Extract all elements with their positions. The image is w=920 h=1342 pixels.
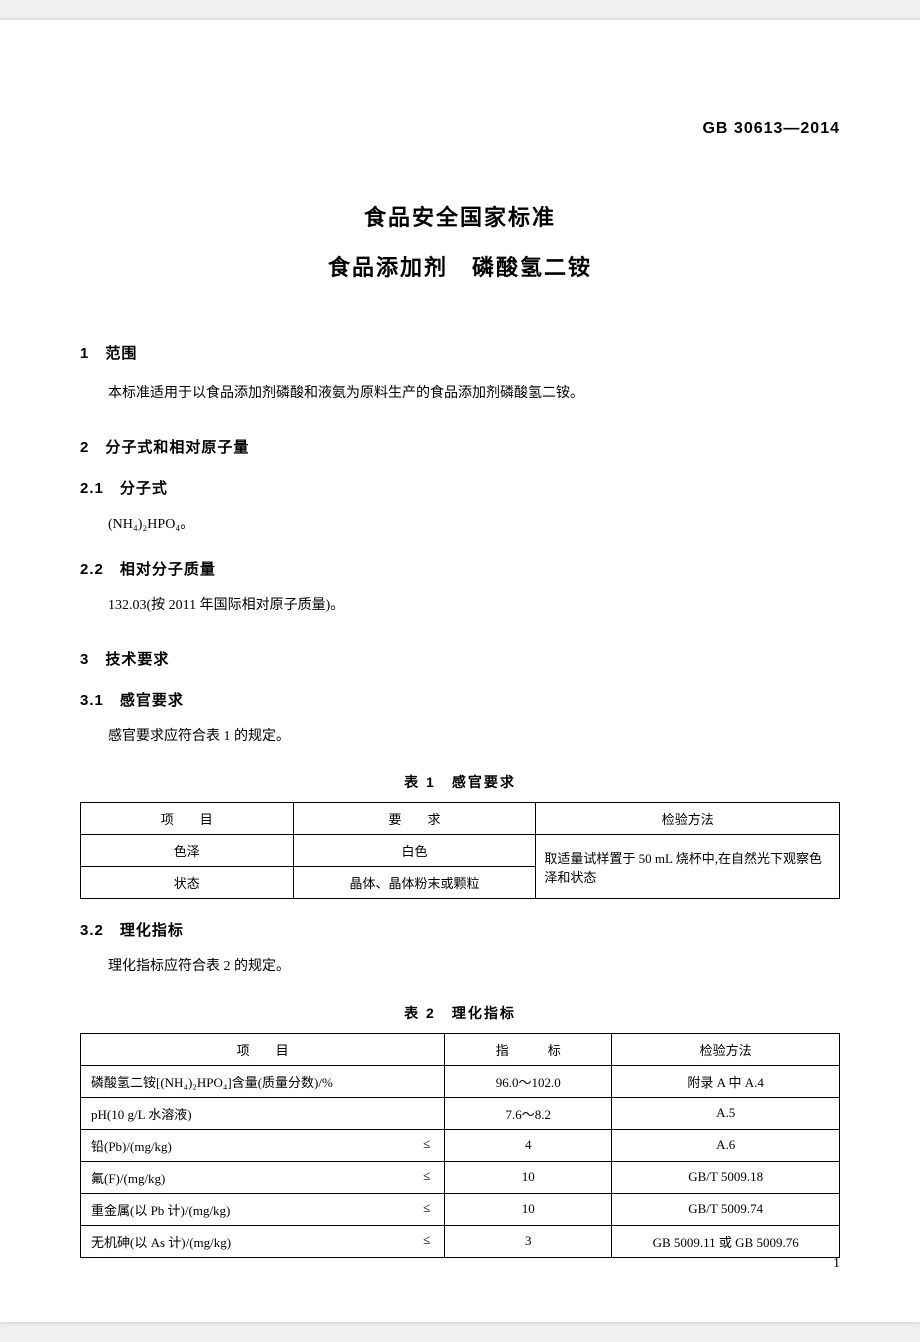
table-1-r1-item: 色泽 — [81, 835, 294, 867]
section-1-heading: 1 范围 — [80, 342, 840, 363]
table-2-row-value: 10 — [445, 1193, 612, 1225]
table-1-r1-req: 白色 — [293, 835, 536, 867]
table-2-head-2: 指 标 — [445, 1033, 612, 1065]
table-2-row-value: 96.0～102.0 — [445, 1065, 612, 1097]
section-3-1-heading: 3.1 感官要求 — [80, 689, 840, 710]
table-1-r2-item: 状态 — [81, 867, 294, 899]
table-2-row-item: 磷酸氢二铵[(NH₄)₂HPO₄]含量(质量分数)/% — [81, 1065, 445, 1097]
table-2-row-method: GB/T 5009.74 — [612, 1193, 840, 1225]
section-2-2-body: 132.03(按 2011 年国际相对原子质量)。 — [80, 593, 840, 620]
table-1: 项 目 要 求 检验方法 色泽 白色 取适量试样置于 50 mL 烧杯中,在自然… — [80, 802, 840, 899]
section-3-2-body: 理化指标应符合表 2 的规定。 — [80, 954, 840, 981]
table-2-row-value: 3 — [445, 1225, 612, 1257]
section-1-body: 本标准适用于以食品添加剂磷酸和液氨为原料生产的食品添加剂磷酸氢二铵。 — [80, 381, 840, 408]
sub-title-b: 磷酸氢二铵 — [472, 255, 592, 280]
table-2-row-item: 氟(F)/(mg/kg)≤ — [81, 1161, 445, 1193]
table-2-row-item: 重金属(以 Pb 计)/(mg/kg)≤ — [81, 1193, 445, 1225]
table-2-caption: 表 2 理化指标 — [80, 1003, 840, 1023]
table-2-head-1: 项 目 — [81, 1033, 445, 1065]
table-2-row-method: GB 5009.11 或 GB 5009.76 — [612, 1225, 840, 1257]
main-title: 食品安全国家标准 — [80, 200, 840, 232]
table-1-head-3: 检验方法 — [536, 803, 840, 835]
table-2-head-3: 检验方法 — [612, 1033, 840, 1065]
table-2-row-method: A.5 — [612, 1097, 840, 1129]
table-2-row-value: 7.6～8.2 — [445, 1097, 612, 1129]
document-page: GB 30613—2014 食品安全国家标准 食品添加剂磷酸氢二铵 1 范围 本… — [0, 20, 920, 1322]
section-3-1-body: 感官要求应符合表 1 的规定。 — [80, 724, 840, 751]
section-3-2-heading: 3.2 理化指标 — [80, 919, 840, 940]
table-2-row-item: 铅(Pb)/(mg/kg)≤ — [81, 1129, 445, 1161]
section-2-2-heading: 2.2 相对分子质量 — [80, 558, 840, 579]
table-1-r2-req: 晶体、晶体粉末或颗粒 — [293, 867, 536, 899]
table-1-method: 取适量试样置于 50 mL 烧杯中,在自然光下观察色泽和状态 — [536, 835, 840, 899]
sub-title: 食品添加剂磷酸氢二铵 — [80, 250, 840, 282]
section-3-heading: 3 技术要求 — [80, 648, 840, 669]
section-2-1-heading: 2.1 分子式 — [80, 477, 840, 498]
page-number: 1 — [833, 1256, 840, 1272]
table-2-row-item: pH(10 g/L 水溶液) — [81, 1097, 445, 1129]
section-2-1-body: (NH₄)₂HPO₄。 — [80, 512, 840, 539]
table-2-row-item: 无机砷(以 As 计)/(mg/kg)≤ — [81, 1225, 445, 1257]
table-2-row-method: A.6 — [612, 1129, 840, 1161]
table-2-row-value: 10 — [445, 1161, 612, 1193]
table-2-row-method: GB/T 5009.18 — [612, 1161, 840, 1193]
table-2: 项 目 指 标 检验方法 磷酸氢二铵[(NH₄)₂HPO₄]含量(质量分数)/%… — [80, 1033, 840, 1258]
standard-code: GB 30613—2014 — [702, 120, 840, 138]
table-2-row-method: 附录 A 中 A.4 — [612, 1065, 840, 1097]
table-1-head-2: 要 求 — [293, 803, 536, 835]
sub-title-a: 食品添加剂 — [328, 255, 448, 280]
section-2-heading: 2 分子式和相对原子量 — [80, 436, 840, 457]
title-block: 食品安全国家标准 食品添加剂磷酸氢二铵 — [80, 200, 840, 282]
table-2-row-value: 4 — [445, 1129, 612, 1161]
table-1-head-1: 项 目 — [81, 803, 294, 835]
table-1-caption: 表 1 感官要求 — [80, 772, 840, 792]
